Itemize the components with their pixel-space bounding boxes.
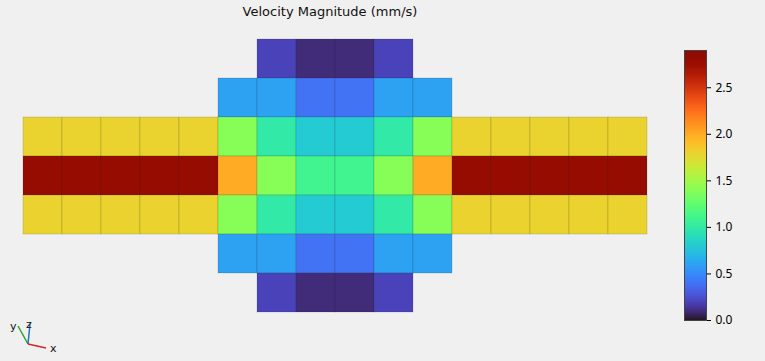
svg-text:x: x [50,342,57,355]
svg-text:1.5: 1.5 [716,172,733,189]
html-text:Velocity Magnitude (mm/s): Velocity Magnitude (mm/s) [242,4,418,19]
svg-text:z: z [26,318,32,331]
svg-text:1.0: 1.0 [716,218,733,235]
svg-text:y: y [10,320,17,333]
svg-text:2.5: 2.5 [716,79,733,96]
svg-text:2.0: 2.0 [716,125,733,142]
svg-text:0.0: 0.0 [716,311,733,328]
svg-text:0.5: 0.5 [716,265,733,282]
